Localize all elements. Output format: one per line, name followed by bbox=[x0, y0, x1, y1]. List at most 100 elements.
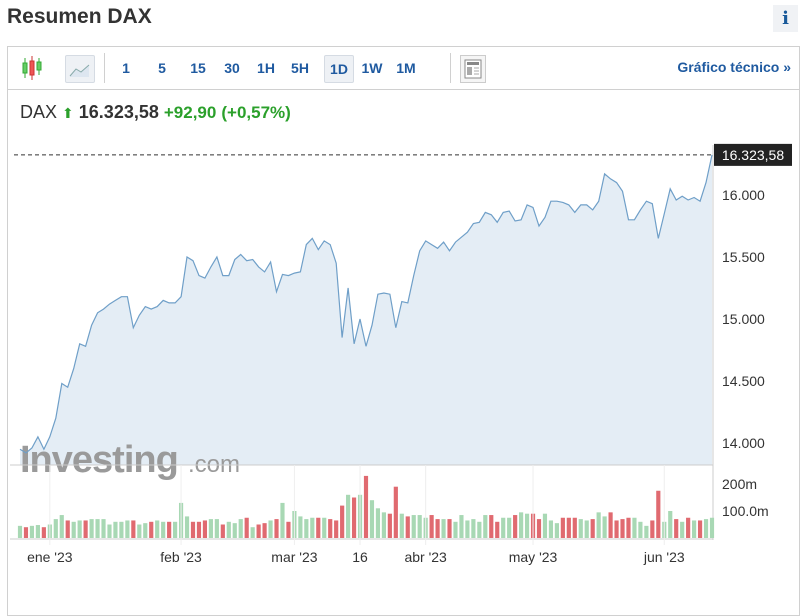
volume-bar bbox=[59, 515, 64, 538]
last-price: 16.323,58 bbox=[78, 102, 159, 122]
price-change: +92,90 bbox=[163, 103, 217, 122]
volume-bar bbox=[268, 520, 273, 538]
volume-bar bbox=[477, 521, 482, 538]
layout-button[interactable] bbox=[460, 55, 486, 83]
volume-bar bbox=[250, 527, 255, 538]
volume-bar bbox=[149, 521, 154, 538]
volume-bar bbox=[411, 515, 416, 538]
volume-bar bbox=[346, 494, 351, 538]
volume-bar bbox=[334, 520, 339, 538]
volume-bar bbox=[226, 521, 231, 538]
x-tick-label: abr '23 bbox=[404, 549, 447, 565]
layout-icon bbox=[464, 59, 482, 79]
volume-bar bbox=[107, 524, 112, 538]
volume-bar bbox=[644, 525, 649, 538]
volume-bar bbox=[29, 525, 35, 538]
y-tick-label: 16.000 bbox=[722, 187, 765, 203]
volume-bar bbox=[113, 521, 118, 538]
volume-bar bbox=[95, 519, 100, 538]
price-change-pct: (+0,57%) bbox=[221, 103, 291, 122]
chart-panel: 1 5 15 30 1H 5H 1D 1W 1M Gráfico técnico » DAX ⬆… bbox=[7, 46, 800, 616]
volume-bar bbox=[23, 527, 29, 538]
x-tick-label: ene '23 bbox=[27, 549, 73, 565]
volume-bar bbox=[244, 517, 249, 538]
area-chart-button[interactable] bbox=[65, 55, 95, 83]
volume-bar bbox=[310, 517, 315, 538]
volume-bar bbox=[238, 519, 243, 538]
volume-bar bbox=[548, 520, 554, 538]
volume-bar bbox=[519, 512, 524, 538]
volume-bar bbox=[328, 519, 333, 538]
interval-1W[interactable]: 1W bbox=[361, 60, 383, 76]
price-area bbox=[20, 154, 712, 465]
arrow-up-icon: ⬆ bbox=[62, 105, 74, 121]
interval-1H[interactable]: 1H bbox=[257, 60, 275, 76]
interval-5[interactable]: 5 bbox=[158, 60, 166, 76]
x-tick-label: 16 bbox=[352, 549, 368, 565]
volume-bar bbox=[465, 520, 470, 538]
interval-1M[interactable]: 1M bbox=[396, 60, 416, 76]
volume-bar bbox=[620, 519, 625, 538]
volume-bar bbox=[220, 524, 225, 538]
volume-bar bbox=[602, 516, 607, 538]
volume-bar bbox=[381, 512, 386, 538]
volume-bar bbox=[155, 520, 160, 538]
x-tick-label: mar '23 bbox=[271, 549, 317, 565]
divider bbox=[450, 53, 451, 83]
volume-bar bbox=[190, 521, 196, 538]
volume-bar bbox=[596, 512, 601, 538]
volume-bar bbox=[214, 519, 219, 538]
interval-1D[interactable]: 1D bbox=[324, 55, 354, 83]
volume-bar bbox=[340, 505, 345, 538]
interval-15[interactable]: 15 bbox=[190, 60, 206, 76]
y-tick-label: 14.000 bbox=[722, 435, 765, 451]
volume-bar bbox=[131, 520, 136, 538]
x-tick-label: may '23 bbox=[509, 549, 558, 565]
volume-bar bbox=[429, 515, 434, 538]
price-chart[interactable]: Investing .com16.323,5814.00014.50015.000… bbox=[0, 0, 807, 603]
volume-bar bbox=[208, 519, 213, 538]
candlestick-icon[interactable] bbox=[18, 53, 48, 83]
volume-bar bbox=[351, 497, 357, 538]
volume-bar bbox=[202, 520, 208, 538]
volume-bar bbox=[286, 521, 291, 538]
volume-bar bbox=[489, 515, 494, 538]
technical-chart-link[interactable]: Gráfico técnico » bbox=[677, 59, 791, 75]
area-chart-icon bbox=[69, 64, 90, 77]
volume-bar bbox=[584, 520, 589, 538]
volume-bar bbox=[680, 521, 685, 538]
volume-bar bbox=[119, 521, 124, 538]
volume-tick-label: 100.0m bbox=[722, 503, 769, 519]
volume-bar bbox=[196, 521, 202, 538]
volume-bar bbox=[393, 486, 398, 538]
volume-bar bbox=[536, 519, 542, 538]
x-tick-label: feb '23 bbox=[160, 549, 202, 565]
volume-bar bbox=[614, 520, 619, 538]
volume-bar bbox=[65, 520, 70, 538]
interval-5H[interactable]: 5H bbox=[291, 60, 309, 76]
watermark-logo: Investing bbox=[20, 439, 178, 481]
volume-bar bbox=[453, 521, 458, 538]
volume-bar bbox=[554, 523, 559, 538]
volume-bar bbox=[387, 513, 392, 538]
info-button[interactable]: i bbox=[773, 5, 798, 32]
chart-toolbar: 1 5 15 30 1H 5H 1D 1W 1M Gráfico técnico » bbox=[8, 47, 799, 90]
volume-bar bbox=[471, 519, 476, 538]
interval-1[interactable]: 1 bbox=[122, 60, 130, 76]
volume-bar bbox=[578, 519, 583, 538]
volume-bar bbox=[459, 515, 464, 538]
volume-bar bbox=[524, 513, 530, 538]
volume-bar bbox=[405, 516, 410, 538]
volume-bar bbox=[167, 521, 172, 538]
volume-bar bbox=[137, 524, 142, 538]
divider bbox=[104, 53, 105, 83]
volume-bar bbox=[161, 521, 166, 538]
volume-bar bbox=[143, 523, 148, 538]
volume-bar bbox=[632, 517, 637, 538]
volume-bar bbox=[560, 517, 565, 538]
volume-bar bbox=[89, 519, 94, 538]
volume-bar bbox=[262, 523, 267, 538]
interval-30[interactable]: 30 bbox=[224, 60, 240, 76]
volume-bar bbox=[435, 519, 440, 538]
volume-bar bbox=[709, 517, 715, 538]
